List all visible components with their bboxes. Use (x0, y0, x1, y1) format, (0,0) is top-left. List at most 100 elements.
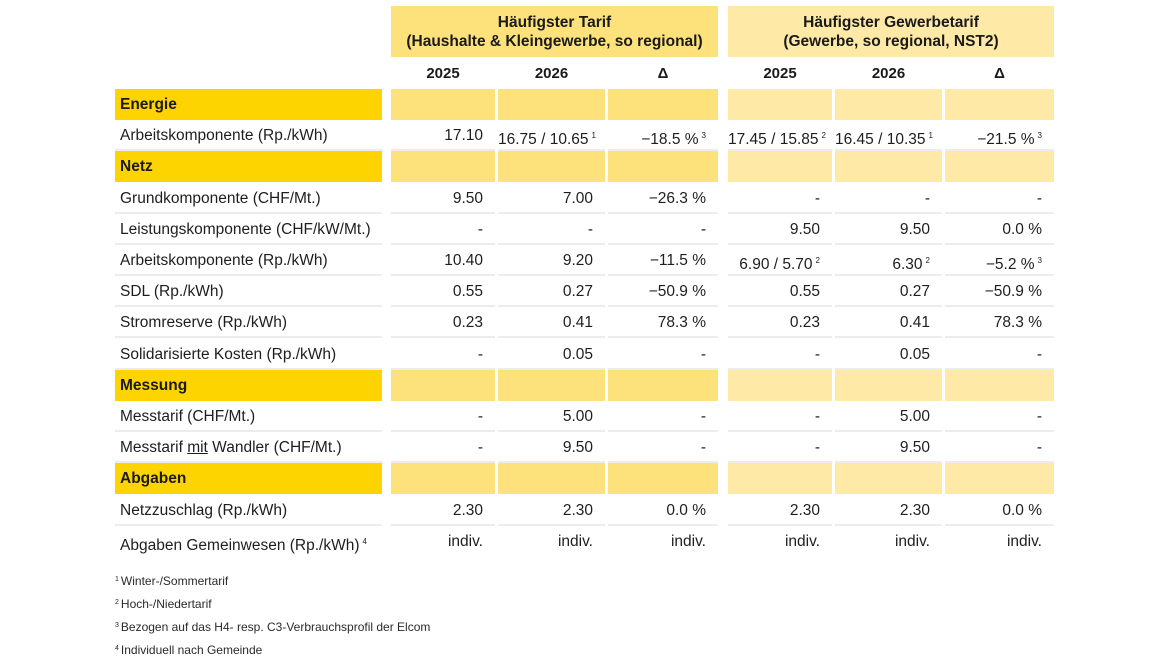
value-cell: 9.50 (835, 214, 942, 245)
section-fill-cell (608, 463, 718, 495)
column-header-2026: 2026 (871, 65, 906, 82)
row-label: Abgaben Gemeinwesen (Rp./kWh) 4 (120, 536, 367, 554)
value-cell: - (945, 183, 1054, 214)
table-row: Leistungskomponente (CHF/kW/Mt.) - - -9.50 9… (0, 214, 1168, 245)
value-cell: −5.2 % 3 (945, 245, 1054, 276)
footnote-marker: 4 (362, 536, 367, 546)
group-subtitle: (Haushalte & Kleingewerbe, so regional) (406, 32, 703, 50)
value-cell: 2.30 (391, 495, 495, 526)
value-cell: 0.41 (498, 307, 605, 339)
value-cell: - (391, 432, 495, 464)
value-cell: 0.05 (835, 339, 942, 370)
section-label: Abgaben (115, 463, 382, 495)
value-cell: 2.30 (728, 495, 832, 526)
footnote-marker: 2 (821, 131, 826, 141)
value-cell: 10.40 (391, 245, 495, 276)
table-row: Grundkomponente (CHF/Mt.) 9.50 7.00 −26.3 %… (0, 183, 1168, 214)
value-cell: - (608, 339, 718, 370)
group-subtitle: (Gewerbe, so regional, NST2) (783, 32, 999, 50)
section-header-row: Netz (0, 151, 1168, 183)
row-label: SDL (Rp./kWh) (115, 276, 382, 308)
section-fill-cell (498, 369, 605, 401)
value-cell: - (498, 214, 605, 245)
footnote: 2 Hoch-/Niedertarif (115, 597, 212, 611)
table-row: Netzzuschlag (Rp./kWh) 2.30 2.30 0.0 % 2.30 2… (0, 495, 1168, 526)
section-fill-cell (608, 89, 718, 120)
footnote-marker: 2 (815, 256, 820, 265)
table-row: Arbeitskomponente (Rp./kWh) 10.40 9.20 −11.… (0, 245, 1168, 276)
value-cell: 0.23 (728, 307, 832, 339)
value-cell: - (608, 214, 718, 245)
row-label: Grundkomponente (CHF/Mt.) (115, 183, 382, 214)
footnotes: 1 Winter-/Sommertarif 2 Hoch-/Niedertarif … (115, 569, 430, 657)
section-fill-cell (945, 151, 1054, 183)
section-fill-cell (391, 151, 495, 183)
value-cell: 5.00 (835, 401, 942, 432)
value-cell: indiv. (894, 532, 930, 550)
value-cell: −26.3 % (608, 183, 718, 214)
value-cell: 9.20 (498, 245, 605, 276)
value-cell: 0.55 (391, 276, 495, 308)
value-cell: −50.9 % (608, 276, 718, 308)
value-cell: 0.0 % (608, 495, 718, 526)
column-header-2025: 2025 (763, 65, 797, 82)
value-cell: - (728, 401, 832, 432)
group-title: Häufigster Gewerbetarif (803, 13, 979, 31)
value-cell: 17.45 / 15.85 2 (728, 120, 832, 152)
table-row: Messtarif mit Wandler (CHF/Mt.) -9.50- -9.… (0, 432, 1168, 464)
value-cell: 7.00 (498, 183, 605, 214)
value-cell: indiv. (447, 532, 483, 550)
section-label: Netz (115, 151, 382, 183)
table-row: Arbeitskomponente (Rp./kWh) 17.10 16.75 / … (0, 120, 1168, 152)
value-cell: - (391, 214, 495, 245)
row-label: Messtarif mit Wandler (CHF/Mt.) (115, 432, 382, 464)
value-cell: −11.5 % (608, 245, 718, 276)
value-cell: 78.3 % (608, 307, 718, 339)
value-cell: - (608, 401, 718, 432)
value-cell: indiv. (557, 532, 593, 550)
value-cell: 6.90 / 5.70 2 (728, 245, 832, 276)
value-cell: 6.30 2 (835, 245, 942, 276)
value-cell: - (391, 339, 495, 370)
table-row: Messtarif (CHF/Mt.) -5.00- -5.00- (0, 401, 1168, 432)
value-cell: −21.5 % 3 (945, 120, 1054, 152)
value-cell: 0.0 % (945, 214, 1054, 245)
group-header-household-tariff: Häufigster Tarif (Haushalte & Kleingewer… (391, 6, 718, 57)
value-cell: indiv. (670, 532, 706, 550)
value-cell: - (945, 339, 1054, 370)
section-fill-cell (728, 151, 832, 183)
footnote-marker: 3 (1037, 256, 1042, 265)
section-header-row: Abgaben (0, 463, 1168, 495)
value-cell: 16.75 / 10.65 1 (498, 120, 605, 152)
column-header-delta: Δ (994, 65, 1005, 82)
section-fill-cell (945, 463, 1054, 495)
footnote-marker: 1 (591, 131, 596, 141)
value-cell: 2.30 (498, 495, 605, 526)
footnote: 1 Winter-/Sommertarif (115, 574, 229, 588)
section-fill-cell (835, 151, 942, 183)
section-fill-cell (835, 369, 942, 401)
row-label: Netzzuschlag (Rp./kWh) (115, 495, 382, 526)
row-label: Messtarif (CHF/Mt.) (115, 401, 382, 432)
footnote-marker: 2 (925, 256, 930, 265)
value-cell: - (835, 183, 942, 214)
section-fill-cell (945, 89, 1054, 120)
row-label: Leistungskomponente (CHF/kW/Mt.) (115, 214, 382, 245)
value-cell: - (728, 183, 832, 214)
footnote: 3 Bezogen auf das H4- resp. C3-Verbrauchs… (115, 620, 431, 634)
row-label: Stromreserve (Rp./kWh) (115, 307, 382, 339)
group-header-business-tariff: Häufigster Gewerbetarif (Gewerbe, so reg… (728, 6, 1054, 57)
table-row: Stromreserve (Rp./kWh) 0.23 0.41 78.3 % 0.23… (0, 307, 1168, 339)
value-cell: −50.9 % (945, 276, 1054, 308)
section-header-row: Messung (0, 369, 1168, 401)
section-fill-cell (835, 89, 942, 120)
footnote-marker: 1 (928, 131, 933, 141)
value-cell: 16.45 / 10.35 1 (835, 120, 942, 152)
value-cell: 9.50 (498, 432, 605, 464)
value-cell: 0.05 (498, 339, 605, 370)
footnote-marker: 3 (701, 131, 706, 141)
section-fill-cell (498, 463, 605, 495)
value-cell: 0.55 (728, 276, 832, 308)
section-label: Energie (115, 89, 382, 120)
section-fill-cell (728, 89, 832, 120)
